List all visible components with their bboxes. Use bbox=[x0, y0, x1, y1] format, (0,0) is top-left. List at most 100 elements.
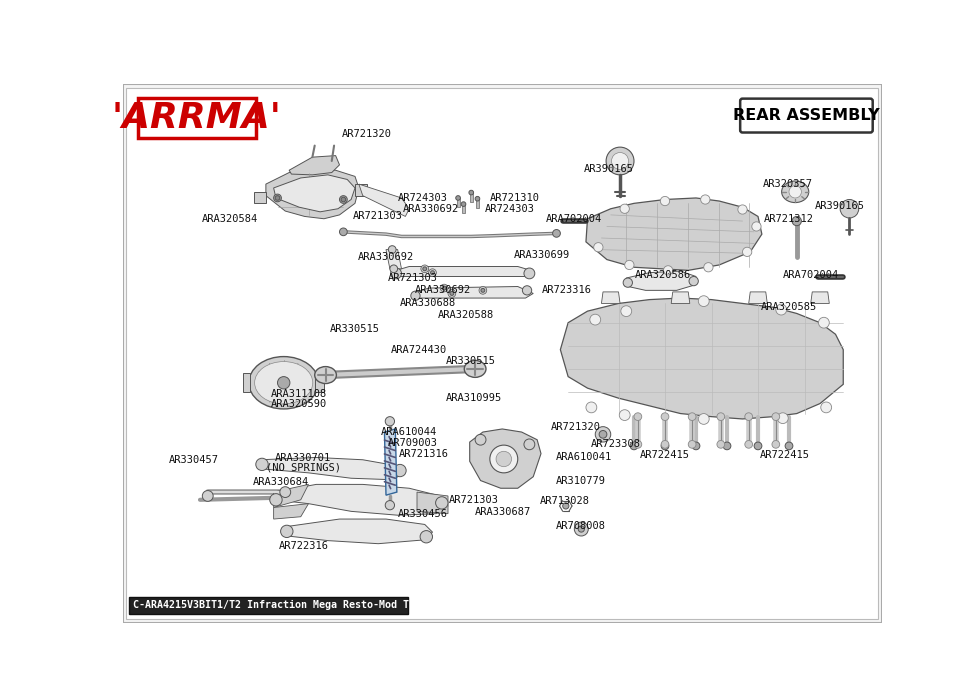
Ellipse shape bbox=[339, 228, 347, 236]
Ellipse shape bbox=[612, 153, 628, 169]
Ellipse shape bbox=[777, 413, 788, 424]
Text: AR722415: AR722415 bbox=[640, 450, 690, 460]
Text: AR721316: AR721316 bbox=[399, 449, 449, 459]
Polygon shape bbox=[289, 155, 339, 175]
Ellipse shape bbox=[662, 440, 669, 448]
Ellipse shape bbox=[255, 362, 313, 404]
Ellipse shape bbox=[717, 440, 724, 448]
Text: ARA310995: ARA310995 bbox=[446, 393, 502, 403]
Polygon shape bbox=[273, 484, 448, 515]
Ellipse shape bbox=[524, 439, 535, 450]
Ellipse shape bbox=[450, 291, 454, 295]
Text: AR721303: AR721303 bbox=[449, 495, 499, 505]
Ellipse shape bbox=[420, 265, 428, 273]
Ellipse shape bbox=[776, 304, 787, 315]
Ellipse shape bbox=[440, 284, 448, 292]
Ellipse shape bbox=[202, 491, 214, 501]
Ellipse shape bbox=[270, 494, 282, 506]
Text: AR390165: AR390165 bbox=[814, 201, 864, 211]
Text: ARA330687: ARA330687 bbox=[475, 507, 531, 517]
Polygon shape bbox=[417, 492, 448, 514]
Text: ARA330688: ARA330688 bbox=[400, 298, 456, 309]
Text: 'ARRMA': 'ARRMA' bbox=[112, 101, 282, 135]
Bar bbox=[457, 198, 460, 207]
Ellipse shape bbox=[490, 445, 517, 473]
Ellipse shape bbox=[772, 413, 780, 421]
Ellipse shape bbox=[481, 288, 485, 293]
Ellipse shape bbox=[522, 286, 532, 295]
Ellipse shape bbox=[624, 260, 634, 270]
Ellipse shape bbox=[688, 440, 696, 448]
Ellipse shape bbox=[420, 531, 432, 543]
Bar bbox=[469, 193, 472, 202]
Ellipse shape bbox=[435, 497, 448, 509]
Ellipse shape bbox=[782, 181, 808, 202]
Ellipse shape bbox=[599, 430, 607, 438]
Ellipse shape bbox=[595, 427, 611, 442]
Ellipse shape bbox=[475, 197, 480, 201]
Ellipse shape bbox=[717, 413, 724, 421]
Polygon shape bbox=[810, 292, 829, 304]
Ellipse shape bbox=[465, 360, 486, 377]
Ellipse shape bbox=[462, 202, 466, 206]
Ellipse shape bbox=[662, 442, 669, 450]
Ellipse shape bbox=[620, 306, 632, 316]
Ellipse shape bbox=[590, 314, 601, 325]
Ellipse shape bbox=[818, 317, 829, 328]
Polygon shape bbox=[414, 286, 533, 298]
Ellipse shape bbox=[277, 377, 290, 389]
Ellipse shape bbox=[785, 442, 793, 450]
Ellipse shape bbox=[475, 434, 486, 445]
Ellipse shape bbox=[468, 190, 473, 195]
Polygon shape bbox=[469, 429, 541, 489]
Text: ARA330701: ARA330701 bbox=[275, 453, 331, 463]
Text: ARA330692: ARA330692 bbox=[415, 286, 470, 295]
Bar bbox=[476, 199, 479, 208]
Ellipse shape bbox=[662, 413, 669, 421]
Ellipse shape bbox=[586, 402, 597, 413]
Text: ARA610041: ARA610041 bbox=[557, 452, 612, 463]
Ellipse shape bbox=[394, 464, 406, 477]
Text: ARA610044: ARA610044 bbox=[381, 427, 437, 437]
Polygon shape bbox=[261, 458, 402, 480]
Text: AR330515: AR330515 bbox=[446, 356, 496, 366]
Polygon shape bbox=[273, 504, 309, 519]
Ellipse shape bbox=[391, 268, 402, 279]
Text: AR320357: AR320357 bbox=[762, 179, 812, 189]
Ellipse shape bbox=[620, 204, 629, 214]
Polygon shape bbox=[285, 519, 432, 544]
Text: ARA320586: ARA320586 bbox=[635, 270, 691, 280]
Ellipse shape bbox=[663, 266, 672, 275]
Ellipse shape bbox=[280, 486, 291, 498]
Text: AR722316: AR722316 bbox=[279, 541, 329, 551]
Ellipse shape bbox=[594, 243, 603, 252]
Text: AR721320: AR721320 bbox=[342, 129, 392, 139]
Text: ARA702004: ARA702004 bbox=[783, 270, 839, 280]
Ellipse shape bbox=[422, 267, 426, 271]
Text: AR721312: AR721312 bbox=[764, 214, 814, 224]
Text: AR330457: AR330457 bbox=[169, 455, 219, 465]
Ellipse shape bbox=[840, 199, 858, 218]
Ellipse shape bbox=[553, 230, 561, 237]
Text: AR724303: AR724303 bbox=[485, 204, 535, 214]
Ellipse shape bbox=[315, 367, 336, 384]
Ellipse shape bbox=[341, 197, 346, 202]
FancyBboxPatch shape bbox=[140, 100, 258, 140]
Polygon shape bbox=[359, 184, 410, 216]
Ellipse shape bbox=[634, 413, 642, 421]
Polygon shape bbox=[315, 372, 324, 392]
Text: ARA330684: ARA330684 bbox=[253, 477, 309, 487]
Text: AR713028: AR713028 bbox=[540, 496, 590, 506]
Text: ARA330692: ARA330692 bbox=[403, 204, 459, 214]
Text: AR721303: AR721303 bbox=[353, 211, 403, 221]
Ellipse shape bbox=[661, 197, 669, 206]
Ellipse shape bbox=[745, 413, 753, 421]
Ellipse shape bbox=[699, 414, 710, 424]
Ellipse shape bbox=[430, 271, 434, 274]
Ellipse shape bbox=[699, 295, 710, 307]
Polygon shape bbox=[671, 292, 690, 304]
Ellipse shape bbox=[256, 458, 269, 470]
Text: AR708008: AR708008 bbox=[557, 521, 607, 531]
Polygon shape bbox=[273, 175, 355, 212]
Ellipse shape bbox=[385, 500, 395, 510]
